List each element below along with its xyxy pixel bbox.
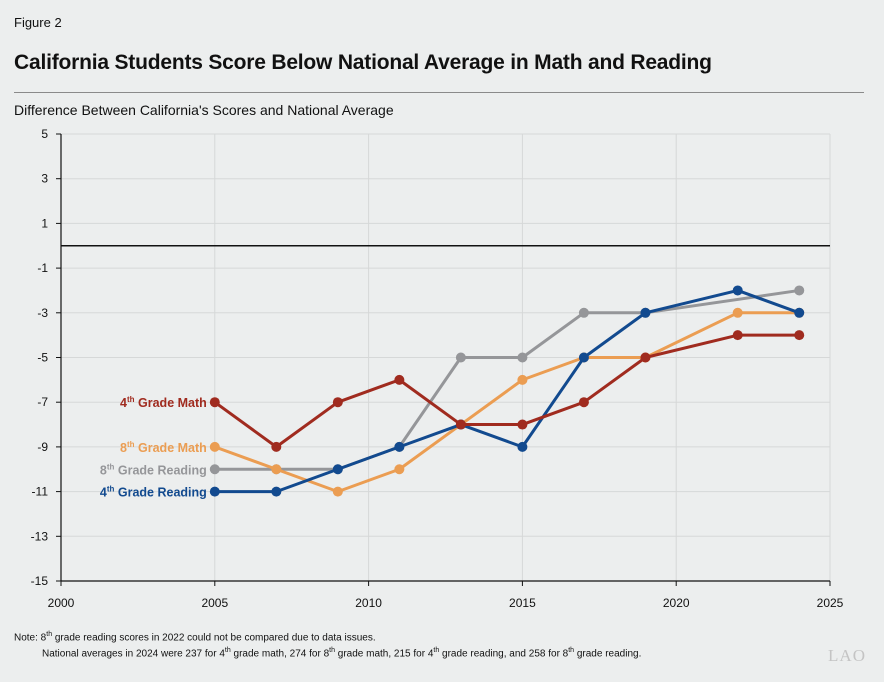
data-point: [394, 441, 405, 452]
series-label: 8th Grade Reading: [100, 462, 207, 477]
data-point: [271, 464, 282, 475]
y-axis-label: Difference Between California's Scores a…: [14, 102, 394, 118]
data-point: [209, 397, 220, 408]
data-point: [455, 352, 466, 363]
data-point: [209, 441, 220, 452]
series-line: [213, 333, 800, 449]
x-tick-label: 2005: [201, 596, 228, 610]
y-tick-label: -3: [37, 306, 48, 320]
data-point: [517, 419, 528, 430]
lao-logo: LAO: [828, 646, 866, 665]
series-label-number: 4: [100, 486, 107, 500]
x-tick-label: 2020: [663, 596, 690, 610]
series-label-superscript: th: [127, 440, 135, 449]
data-point: [209, 464, 220, 475]
data-point: [517, 441, 528, 452]
y-tick-label: 3: [41, 172, 48, 186]
series-label: 4th Grade Math: [120, 395, 207, 410]
series-label-number: 8: [100, 463, 107, 477]
series-label-superscript: th: [127, 395, 135, 404]
data-point: [640, 307, 651, 318]
series-label-text: Grade Math: [135, 396, 207, 410]
y-tick-label: -9: [37, 440, 48, 454]
data-point: [271, 486, 282, 497]
series-label-number: 4: [120, 396, 127, 410]
series-label: 8th Grade Math: [120, 440, 207, 455]
data-point: [732, 307, 743, 318]
y-tick-label: -11: [32, 485, 49, 499]
x-tick-label: 2015: [509, 596, 536, 610]
y-tick-label: -15: [31, 574, 49, 588]
data-point: [578, 352, 589, 363]
data-point: [732, 330, 743, 341]
data-point: [578, 307, 589, 318]
note-line-2: National averages in 2024 were 237 for 4…: [42, 647, 642, 660]
series-4th-grade-math: 4th Grade Math: [120, 330, 805, 452]
data-point: [394, 374, 405, 385]
data-point: [732, 285, 743, 296]
series-line: [214, 288, 800, 494]
series-label-superscript: th: [107, 462, 115, 471]
divider: [14, 92, 864, 93]
chart-title: California Students Score Below National…: [14, 51, 712, 74]
data-point: [517, 374, 528, 385]
note-line-1: Note: 8th grade reading scores in 2022 c…: [14, 631, 376, 644]
data-point: [517, 352, 528, 363]
figure-label: Figure 2: [14, 15, 62, 30]
y-tick-label: -7: [37, 395, 48, 409]
x-tick-label: 2000: [48, 596, 75, 610]
y-tick-label: 1: [41, 216, 48, 230]
data-point: [794, 307, 805, 318]
series-label-superscript: th: [107, 485, 115, 494]
data-point: [794, 330, 805, 341]
y-tick-label: 5: [41, 127, 48, 141]
series-label-text: Grade Math: [135, 441, 207, 455]
data-point: [455, 419, 466, 430]
data-point: [209, 486, 220, 497]
x-tick-label: 2025: [817, 596, 844, 610]
data-point: [271, 441, 282, 452]
data-point: [332, 464, 343, 475]
series-label: 4th Grade Reading: [100, 485, 207, 500]
data-point: [332, 397, 343, 408]
data-point: [794, 285, 805, 296]
x-tick-label: 2010: [355, 596, 382, 610]
series-label-number: 8: [120, 441, 127, 455]
y-tick-label: -1: [37, 261, 48, 275]
data-point: [332, 486, 343, 497]
y-tick-label: -13: [31, 529, 49, 543]
data-point: [394, 464, 405, 475]
y-tick-label: -5: [37, 351, 48, 365]
data-point: [640, 352, 651, 363]
data-point: [578, 397, 589, 408]
series-label-text: Grade Reading: [114, 486, 206, 500]
series-label-text: Grade Reading: [114, 463, 206, 477]
note: Note: 8th grade reading scores in 2022 c…: [14, 628, 641, 661]
